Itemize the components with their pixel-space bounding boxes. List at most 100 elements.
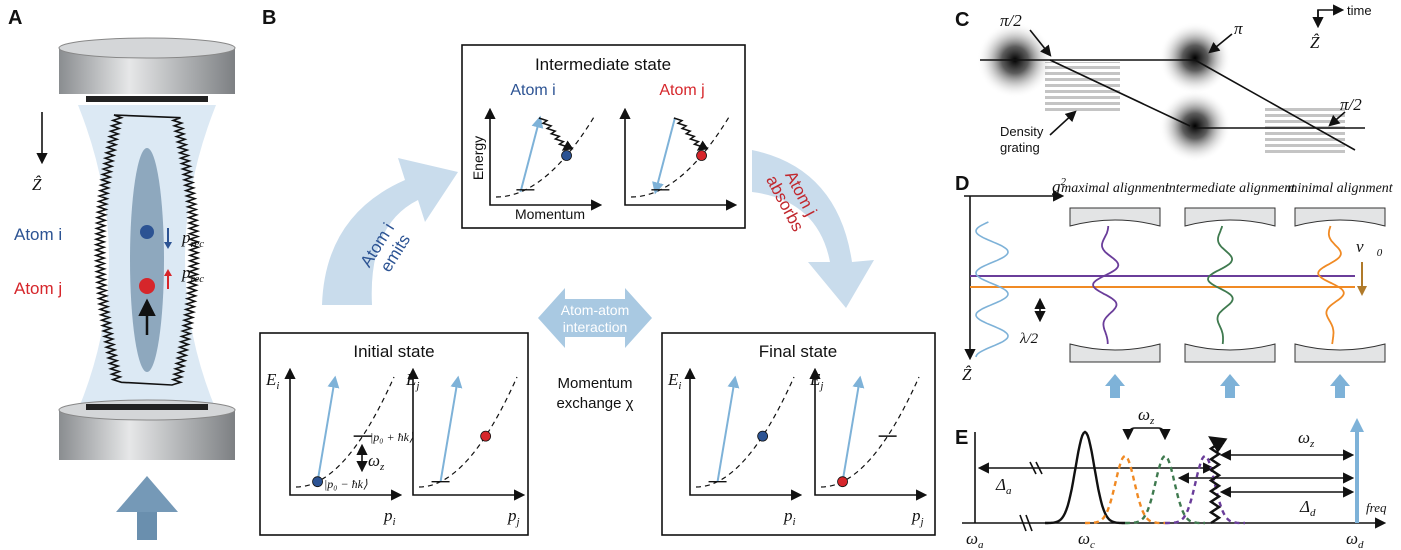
subscript: i <box>678 380 681 392</box>
wavepacket <box>1093 226 1118 344</box>
axis-label: Ẑ <box>1310 33 1320 52</box>
subscript: a <box>978 539 984 550</box>
panel-label: C <box>955 9 969 31</box>
process-arrow <box>752 150 874 308</box>
wavepacket <box>1159 22 1231 94</box>
velocity-label: v⃗0 <box>1356 237 1383 259</box>
axis-label: Ẑ <box>32 175 42 194</box>
symbol: p <box>181 263 191 282</box>
probe-arrow <box>1335 386 1345 398</box>
alignment-label: minimal alignment <box>1287 181 1393 196</box>
box-title: Initial state <box>353 342 434 361</box>
subscript: rec <box>191 273 205 285</box>
mirror-top <box>59 38 235 58</box>
symbol: ω <box>966 529 978 548</box>
detuning-label: Δd <box>1299 497 1316 519</box>
arrow-head <box>1357 286 1367 296</box>
mirror-coating <box>86 96 208 102</box>
pulse-label: π/2 <box>1000 11 1022 30</box>
symbol: g <box>1052 177 1061 196</box>
spectrum <box>962 418 1384 531</box>
symbol: E <box>265 370 277 389</box>
cavity <box>42 38 235 540</box>
symbol: ω <box>1346 529 1358 548</box>
atom-label: Atom i <box>510 82 555 99</box>
atom-label: Atom j <box>659 82 704 99</box>
atom-dot <box>758 431 768 441</box>
subscript: z <box>1309 438 1315 450</box>
atom-i <box>140 225 154 239</box>
arrow-label: interaction <box>563 319 628 335</box>
atom-dot <box>838 477 848 487</box>
symbol: ω <box>1138 405 1150 424</box>
arrow-label: Atom-atom <box>561 302 629 318</box>
cavity-mirror <box>1070 208 1160 226</box>
alignment-label: maximal alignment <box>1061 181 1170 196</box>
symbol: ω <box>1298 428 1310 447</box>
subscript: i <box>276 380 279 392</box>
wavepacket <box>1159 90 1231 162</box>
symbol: p <box>783 506 793 525</box>
atom-dot <box>562 151 572 161</box>
probe-arrow <box>1225 386 1235 398</box>
atom-dot <box>481 431 491 441</box>
atomic-resonance <box>1211 438 1219 523</box>
axis-label: freq <box>1366 500 1387 515</box>
subscript: z <box>1149 415 1155 427</box>
resonance-peak <box>1045 432 1125 523</box>
x-axis-label: Momentum <box>515 206 585 222</box>
cavity-mirror <box>1185 208 1275 226</box>
cavity-mirror <box>1070 344 1160 362</box>
caption: Density <box>1000 124 1044 139</box>
caption: Momentum <box>557 375 632 392</box>
pulse-label: π <box>1234 19 1243 38</box>
subscript: z <box>379 461 385 473</box>
spacing-label: λ/2 <box>1019 331 1039 347</box>
standing-wave <box>976 222 1008 357</box>
symbol: E <box>667 370 679 389</box>
axes-icon <box>1318 10 1342 24</box>
probe-arrow <box>1110 386 1120 398</box>
cavity-mirror <box>1295 344 1385 362</box>
alignment-label: intermediate alignment <box>1165 181 1296 196</box>
atom-label: Atom i <box>14 225 62 244</box>
resonance-peak <box>1125 456 1205 523</box>
spacing-label: ωz <box>1138 405 1155 427</box>
subscript: i <box>393 516 396 528</box>
pointer <box>1050 112 1075 135</box>
symbol: p <box>911 506 921 525</box>
atom-dot <box>697 151 707 161</box>
recoil-label: prec <box>181 228 204 250</box>
subscript: a <box>1006 485 1012 497</box>
symbol: Δ <box>1299 497 1310 516</box>
subscript: c <box>1090 539 1095 550</box>
state-label: |p₀ − ħk⟩ <box>324 477 368 491</box>
symbol: E <box>405 370 417 389</box>
detuning-label: Δa <box>995 475 1012 497</box>
tick-label: ωc <box>1078 529 1095 550</box>
arrow-head <box>1350 418 1364 432</box>
symbol: v⃗ <box>1356 237 1377 256</box>
atom-label: Atom j <box>14 279 62 298</box>
interaction-arrow <box>538 288 652 348</box>
probe-arrow <box>1105 374 1125 386</box>
cavity-array <box>964 196 1385 398</box>
spacing-arrow <box>1128 428 1165 438</box>
atom-cloud <box>130 148 164 372</box>
symbol: Δ <box>995 475 1006 494</box>
state-label: |p₀ + ħk⟩ <box>370 430 414 444</box>
box-title: Final state <box>759 342 837 361</box>
pump-arrow <box>137 512 157 540</box>
pump-arrow <box>116 476 178 512</box>
wavepacket <box>1318 226 1344 344</box>
recoil-label: prec <box>181 263 204 285</box>
symbol: p <box>383 506 393 525</box>
cavity-mirror <box>1295 208 1385 226</box>
caption: grating <box>1000 140 1040 155</box>
subscript: d <box>1310 507 1316 519</box>
axis-label: time <box>1347 3 1372 18</box>
subscript: i <box>793 516 796 528</box>
caption: exchange χ <box>556 395 633 412</box>
cavity-mirror <box>1185 344 1275 362</box>
axis-label: Ẑ <box>962 365 972 384</box>
